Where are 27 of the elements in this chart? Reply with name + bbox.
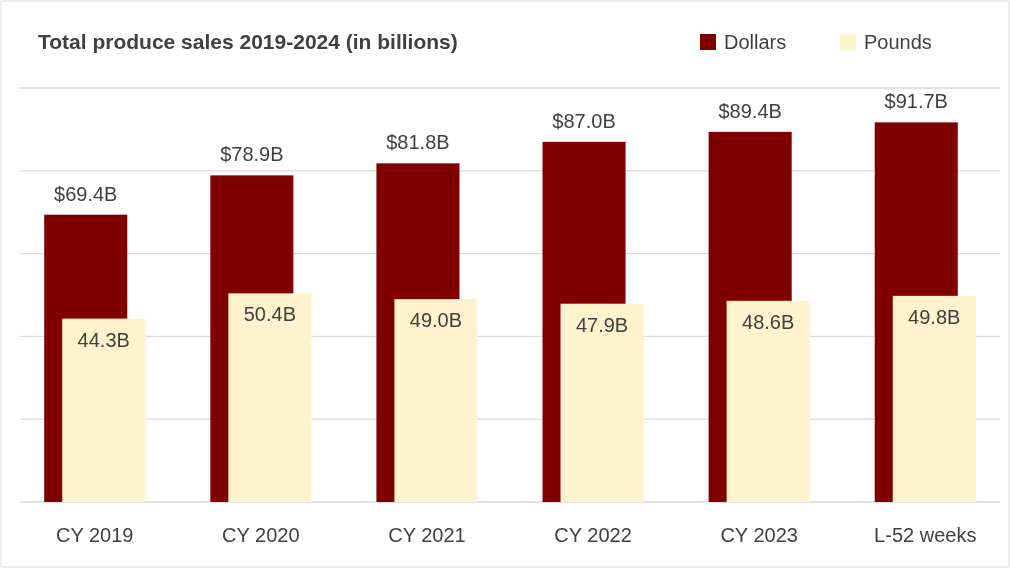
x-tick-label: L-52 weeks (874, 524, 977, 546)
data-label: $89.4B (718, 99, 782, 122)
data-label: 48.6B (742, 310, 795, 333)
data-label: $91.7B (884, 90, 948, 113)
data-label: $78.9B (220, 143, 284, 166)
bar (560, 303, 644, 502)
data-label: 49.0B (409, 309, 463, 332)
data-label: $87.0B (552, 109, 616, 132)
data-label: 49.8B (908, 305, 961, 328)
legend-label: Dollars (724, 31, 787, 53)
data-label: 47.9B (575, 313, 629, 336)
x-tick-label: CY 2022 (554, 524, 632, 546)
bar (62, 318, 146, 502)
x-tick-label: CY 2020 (222, 524, 300, 546)
data-label: $69.4B (54, 182, 118, 205)
bar (726, 300, 810, 502)
x-tick-label: CY 2019 (56, 524, 134, 546)
data-label: $81.8B (386, 131, 450, 154)
bar (228, 293, 312, 502)
data-label: 44.3B (77, 328, 130, 351)
bar (394, 299, 478, 502)
bar (892, 295, 976, 502)
data-label: 50.4B (243, 303, 296, 326)
chart-title: Total produce sales 2019-2024 (in billions) (38, 30, 458, 53)
legend-label: Pounds (864, 31, 932, 53)
x-tick-label: CY 2023 (720, 524, 798, 546)
x-tick-label: CY 2021 (388, 524, 466, 546)
